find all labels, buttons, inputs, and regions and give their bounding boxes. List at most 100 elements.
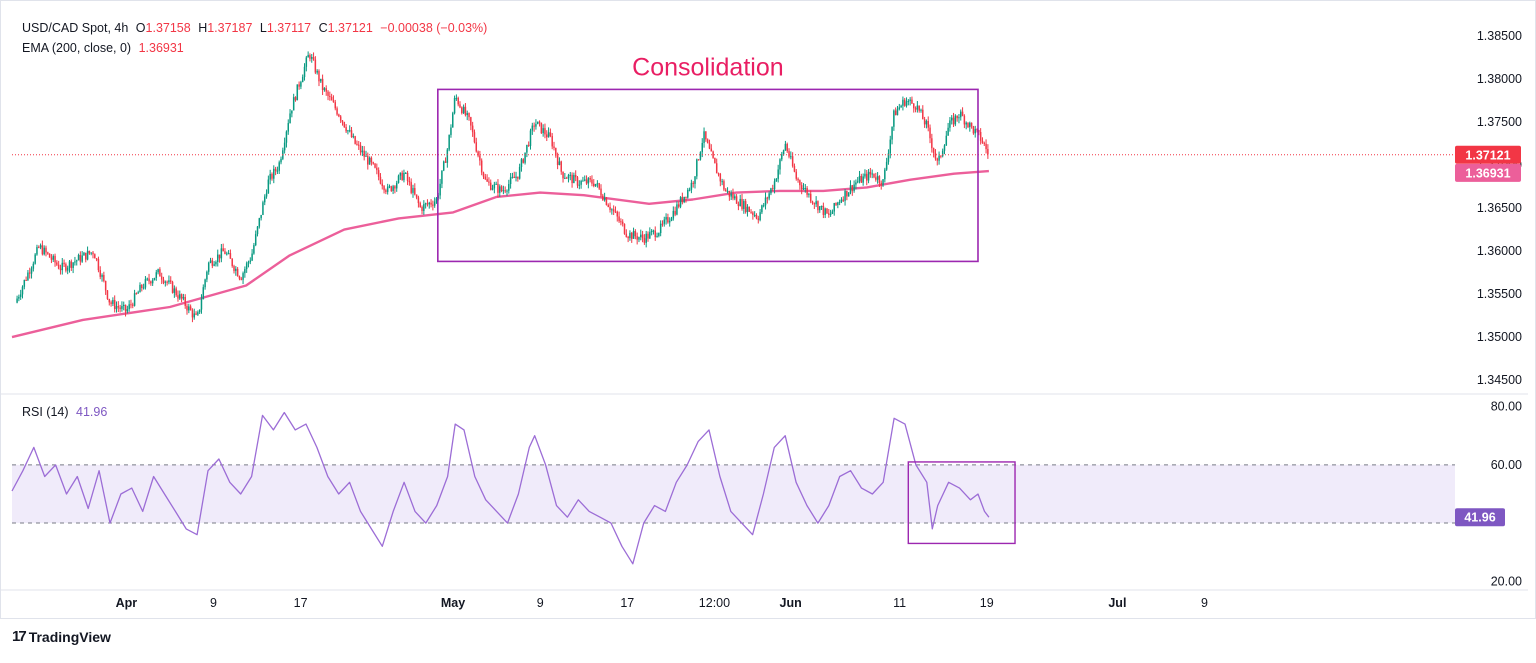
candle-down[interactable] xyxy=(432,204,434,206)
candle-up[interactable] xyxy=(285,131,288,143)
candle-up[interactable] xyxy=(569,174,572,176)
candle-down[interactable] xyxy=(354,136,356,144)
candle-up[interactable] xyxy=(227,253,230,255)
candle-up[interactable] xyxy=(36,247,38,255)
candle-up[interactable] xyxy=(439,183,441,196)
candle-down[interactable] xyxy=(475,142,478,152)
candle-down[interactable] xyxy=(394,186,396,189)
candle-down[interactable] xyxy=(961,111,964,116)
candle-up[interactable] xyxy=(578,184,581,186)
candle-up[interactable] xyxy=(164,281,167,283)
candle-up[interactable] xyxy=(721,181,723,183)
candle-down[interactable] xyxy=(189,306,192,311)
candle-up[interactable] xyxy=(900,105,902,108)
candle-up[interactable] xyxy=(949,120,951,128)
candle-up[interactable] xyxy=(220,248,223,259)
candle-up[interactable] xyxy=(858,175,861,182)
candle-up[interactable] xyxy=(526,144,528,153)
candle-down[interactable] xyxy=(56,262,58,265)
candle-down[interactable] xyxy=(914,108,917,110)
candle-down[interactable] xyxy=(211,260,214,266)
candle-down[interactable] xyxy=(50,257,53,260)
symbol-legend[interactable]: USD/CAD Spot, 4h O1.37158 H1.37187 L1.37… xyxy=(22,21,491,35)
candle-up[interactable] xyxy=(242,273,244,280)
candle-up[interactable] xyxy=(804,188,807,190)
rsi-tick-label[interactable]: 60.00 xyxy=(1491,458,1522,472)
candle-up[interactable] xyxy=(23,279,26,287)
candle-up[interactable] xyxy=(670,218,673,221)
candle-up[interactable] xyxy=(27,272,29,281)
candle-up[interactable] xyxy=(829,213,832,215)
rsi-legend[interactable]: RSI (14) 41.96 xyxy=(22,405,111,419)
candle-down[interactable] xyxy=(379,176,382,184)
candle-up[interactable] xyxy=(245,263,248,270)
candle-up[interactable] xyxy=(734,196,736,199)
candle-down[interactable] xyxy=(576,177,579,186)
candle-down[interactable] xyxy=(271,173,273,179)
candle-up[interactable] xyxy=(898,107,901,110)
candle-down[interactable] xyxy=(748,206,750,212)
time-tick-label[interactable]: 9 xyxy=(1201,596,1208,610)
candle-down[interactable] xyxy=(913,103,915,109)
candle-down[interactable] xyxy=(618,216,620,222)
candle-down[interactable] xyxy=(464,106,467,116)
candle-down[interactable] xyxy=(195,313,197,315)
axes[interactable]: 1.385001.380001.375001.370001.365001.360… xyxy=(116,29,1522,610)
candle-up[interactable] xyxy=(392,186,394,192)
candle-up[interactable] xyxy=(21,286,24,295)
candle-down[interactable] xyxy=(750,211,752,213)
candle-up[interactable] xyxy=(656,235,658,238)
candle-up[interactable] xyxy=(688,189,691,191)
time-tick-label[interactable]: Jun xyxy=(780,596,802,610)
candle-up[interactable] xyxy=(891,126,893,140)
candle-down[interactable] xyxy=(124,304,127,312)
candle-down[interactable] xyxy=(54,255,56,263)
candle-down[interactable] xyxy=(755,214,758,219)
candle-down[interactable] xyxy=(314,59,317,73)
candle-down[interactable] xyxy=(795,171,798,179)
candle-down[interactable] xyxy=(571,174,573,184)
candle-down[interactable] xyxy=(806,188,808,195)
rsi-pane[interactable] xyxy=(11,411,1455,565)
candle-up[interactable] xyxy=(658,233,660,236)
candle-up[interactable] xyxy=(265,193,268,197)
candle-down[interactable] xyxy=(513,176,515,178)
candle-down[interactable] xyxy=(574,174,577,178)
candle-down[interactable] xyxy=(312,57,315,60)
candle-down[interactable] xyxy=(294,97,297,101)
candle-up[interactable] xyxy=(831,211,834,214)
candle-down[interactable] xyxy=(401,172,403,181)
candle-down[interactable] xyxy=(522,159,525,163)
candle-up[interactable] xyxy=(887,153,890,162)
candle-up[interactable] xyxy=(663,219,666,224)
candle-down[interactable] xyxy=(367,155,369,165)
price-tick-label[interactable]: 1.35500 xyxy=(1477,287,1522,301)
candle-down[interactable] xyxy=(866,173,868,181)
candle-down[interactable] xyxy=(390,186,393,192)
candle-down[interactable] xyxy=(681,197,684,203)
candle-up[interactable] xyxy=(278,162,280,171)
candle-down[interactable] xyxy=(85,252,87,260)
candle-down[interactable] xyxy=(732,193,734,199)
candle-down[interactable] xyxy=(166,281,168,283)
candle-down[interactable] xyxy=(560,161,562,172)
candle-up[interactable] xyxy=(824,208,826,215)
candle-down[interactable] xyxy=(983,142,986,144)
candle-down[interactable] xyxy=(715,163,718,174)
candle-up[interactable] xyxy=(808,193,810,195)
time-tick-label[interactable]: 9 xyxy=(537,596,544,610)
candle-up[interactable] xyxy=(287,123,290,132)
candle-up[interactable] xyxy=(855,182,857,185)
candle-up[interactable] xyxy=(405,172,407,174)
time-tick-label[interactable]: 19 xyxy=(980,596,994,610)
candle-down[interactable] xyxy=(786,143,788,152)
candle-up[interactable] xyxy=(535,124,537,127)
candle-up[interactable] xyxy=(276,170,279,172)
candle-up[interactable] xyxy=(511,176,514,178)
candle-up[interactable] xyxy=(209,260,212,263)
candle-down[interactable] xyxy=(600,188,602,196)
candle-down[interactable] xyxy=(766,197,769,199)
candle-up[interactable] xyxy=(155,272,158,278)
candle-up[interactable] xyxy=(632,231,635,239)
candle-down[interactable] xyxy=(415,194,418,198)
